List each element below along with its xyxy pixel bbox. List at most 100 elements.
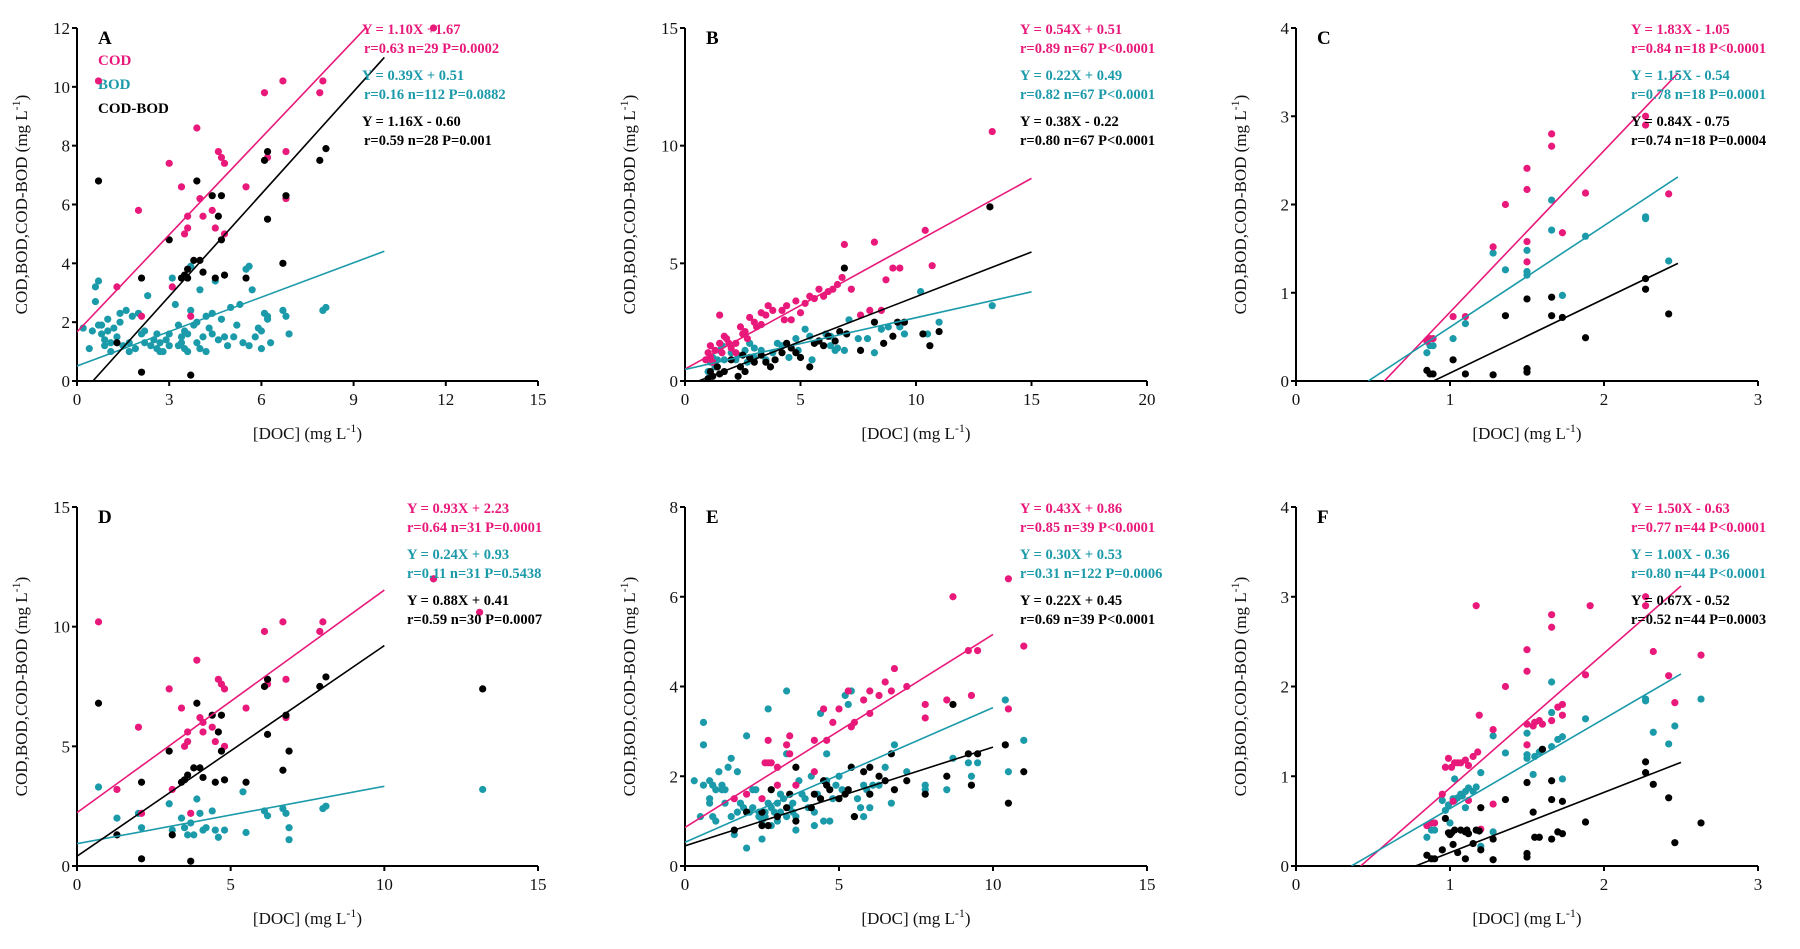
x-tick-label: 1 [1446,390,1455,409]
point-cod [1475,711,1483,719]
point-cod [1449,312,1457,321]
point-cod-bod [1641,769,1650,777]
point-cod [743,790,751,798]
fit-line-bod [685,706,994,843]
point-cod-bod [196,764,204,772]
point-bod [196,286,204,294]
point-bod [165,342,173,350]
x-tick-label: 3 [165,390,174,409]
point-bod [165,800,173,808]
fit-line-bod [685,291,1032,371]
point-cod [1641,593,1650,601]
x-tick-label: 15 [530,390,547,409]
x-tick-label: 0 [1292,390,1301,409]
point-cod-bod [184,771,192,779]
plot-area [685,575,1028,852]
point-cod [1464,761,1473,770]
equation-bod: Y = 1.00X - 0.36 [1631,547,1730,563]
point-bod [1523,751,1531,759]
point-cod [319,618,327,626]
point-cod-bod [1020,768,1028,776]
point-bod [1671,722,1679,730]
point-bod [935,318,943,326]
point-bod [88,327,96,335]
point-cod [242,704,250,712]
point-cod-bod [875,772,883,780]
point-cod [187,809,195,817]
x-axis-label: [DOC] (mg L-1) [1472,421,1581,443]
point-bod [184,831,192,839]
y-tick-label: 0 [1281,857,1290,876]
point-bod [712,786,720,794]
point-cod [780,316,788,324]
point-bod [196,809,204,817]
point-bod [988,302,996,310]
point-cod [810,736,818,744]
point-bod [233,321,241,329]
panel-d: 0 5 10 15 0 5 10 15 [DOC] (mg L-1) COD,BOD,COD-BO… [9,498,547,928]
point-cod [1523,667,1531,675]
point-bod [208,807,216,815]
point-cod-bod [926,342,934,350]
point-cod-bod [184,265,192,273]
y-axis-label: COD,BOD,COD-BOD (mg L-1) [1228,95,1250,315]
equation-cod: Y = 1.10X +1.67 [362,22,461,38]
point-cod [890,664,899,673]
y-tick-label: 8 [670,498,679,517]
point-bod [1451,775,1459,783]
point-cod [847,285,855,293]
point-cod-bod [1461,855,1469,863]
point-bod [263,812,272,820]
point-bod [887,799,895,807]
point-bod [190,831,198,839]
point-cod-bod [741,367,749,376]
point-cod-bod [1451,826,1459,834]
point-cod [732,349,740,357]
point-bod [282,809,290,817]
point-cod [949,593,957,601]
point-cod-bod [217,747,226,755]
point-cod-bod [322,145,330,153]
point-cod [838,273,846,282]
stats-bod: r=0.80 n=44 P<0.0001 [1631,566,1766,582]
y-tick-label: 6 [62,196,71,215]
point-cod-bod [903,777,911,785]
point-cod-bod [260,682,269,691]
point-bod [1020,736,1028,744]
point-cod-bod [1449,356,1457,364]
point-cod [974,647,982,655]
point-cod-bod [810,790,818,798]
point-bod [242,828,250,837]
point-bod [854,335,862,343]
equation-cod-bod: Y = 0.88X + 0.41 [407,593,509,609]
point-bod [141,327,149,335]
y-tick-label: 0 [670,372,679,391]
point-bod [699,741,708,749]
point-cod-bod [1538,745,1546,753]
point-bod [792,826,800,834]
point-bod [223,342,232,350]
point-cod-bod [870,318,879,326]
fit-line-cod [1360,585,1682,866]
point-cod-bod [1581,334,1590,342]
stats-cod: r=0.84 n=18 P<0.0001 [1631,41,1766,57]
y-tick-label: 0 [62,372,71,391]
point-cod [764,302,772,310]
point-bod [251,333,259,341]
point-cod-bod [1558,797,1567,805]
fit-line-bod [1351,673,1682,866]
point-bod [783,813,791,821]
stats-cod-bod: r=0.59 n=28 P=0.001 [364,133,492,149]
point-bod [1581,715,1590,723]
point-bod [168,274,176,282]
plot-area [77,575,487,865]
point-bod [125,339,133,347]
point-cod [928,262,936,270]
point-bod [147,342,155,350]
point-bod [263,312,272,320]
x-tick-label: 6 [257,390,266,409]
point-cod [764,736,772,744]
point-cod-bod [1449,840,1457,849]
point-cod [743,335,751,343]
point-bod [808,356,816,364]
